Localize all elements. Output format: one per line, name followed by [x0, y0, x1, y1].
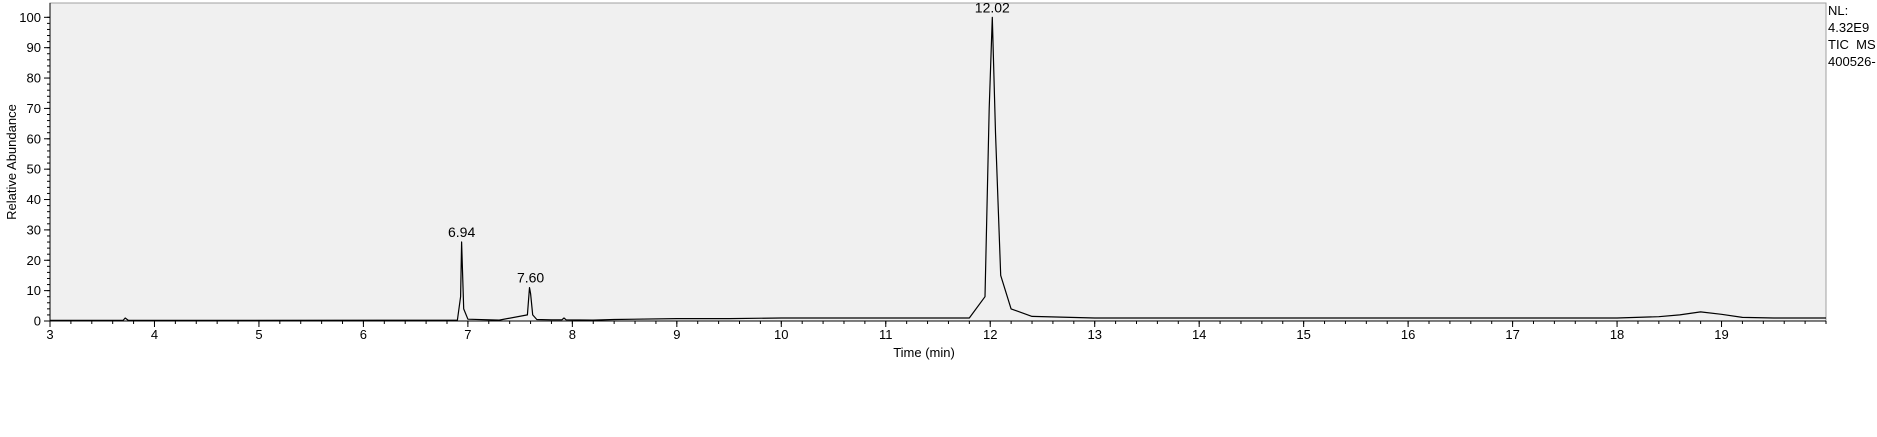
peak-label: 12.02 — [975, 0, 1010, 15]
x-tick-label: 18 — [1610, 327, 1624, 342]
y-tick-label: 30 — [27, 222, 41, 237]
peak-label: 7.60 — [517, 270, 544, 286]
y-tick-label: 40 — [27, 192, 41, 207]
plot-area — [49, 2, 1827, 322]
x-tick-label: 14 — [1192, 327, 1206, 342]
x-tick-label: 12 — [983, 327, 997, 342]
peak-labels: 6.94 7.60 12.02 — [448, 0, 1010, 286]
x-tick-label: 9 — [673, 327, 680, 342]
y-tick-label: 50 — [27, 162, 41, 177]
x-tick-label: 5 — [255, 327, 262, 342]
y-tick-label: 60 — [27, 131, 41, 146]
x-tick-label: 7 — [464, 327, 471, 342]
y-axis-ticks: 0 10 20 30 40 50 60 70 80 90 100 — [19, 10, 50, 329]
x-tick-label: 16 — [1401, 327, 1415, 342]
nl-value: 4.32E9 — [1828, 20, 1870, 35]
x-tick-label: 11 — [879, 327, 893, 342]
x-tick-label: 3 — [46, 327, 53, 342]
y-tick-label: 70 — [27, 101, 41, 116]
tic-trace — [50, 16, 1826, 321]
x-tick-label: 10 — [774, 327, 788, 342]
x-tick-label: 17 — [1505, 327, 1519, 342]
x-tick-label: 13 — [1087, 327, 1101, 342]
x-axis-title: Time (min) — [893, 345, 955, 360]
x-tick-label: 6 — [360, 327, 367, 342]
x-axis-ticks: 3 4 5 6 7 8 9 10 11 12 13 14 15 16 17 18 19 — [46, 321, 1729, 342]
y-tick-label: 20 — [27, 253, 41, 268]
x-tick-label: 19 — [1714, 327, 1728, 342]
x-tick-label: 4 — [151, 327, 158, 342]
peak-label: 6.94 — [448, 224, 475, 240]
y-tick-label: 100 — [19, 10, 41, 25]
y-axis-title: Relative Abundance — [4, 104, 19, 220]
file-name: 400526- — [1828, 54, 1876, 69]
y-tick-label: 10 — [27, 283, 41, 298]
trace-type: TIC MS — [1828, 37, 1876, 52]
x-tick-label: 15 — [1296, 327, 1310, 342]
nl-label: NL: — [1828, 3, 1849, 18]
y-tick-label: 80 — [27, 71, 41, 86]
x-tick-label: 8 — [569, 327, 576, 342]
y-tick-label: 90 — [27, 40, 41, 55]
y-tick-label: 0 — [34, 314, 41, 329]
trace-info-block: NL: 4.32E9 TIC MS 400526- — [1828, 2, 1877, 70]
